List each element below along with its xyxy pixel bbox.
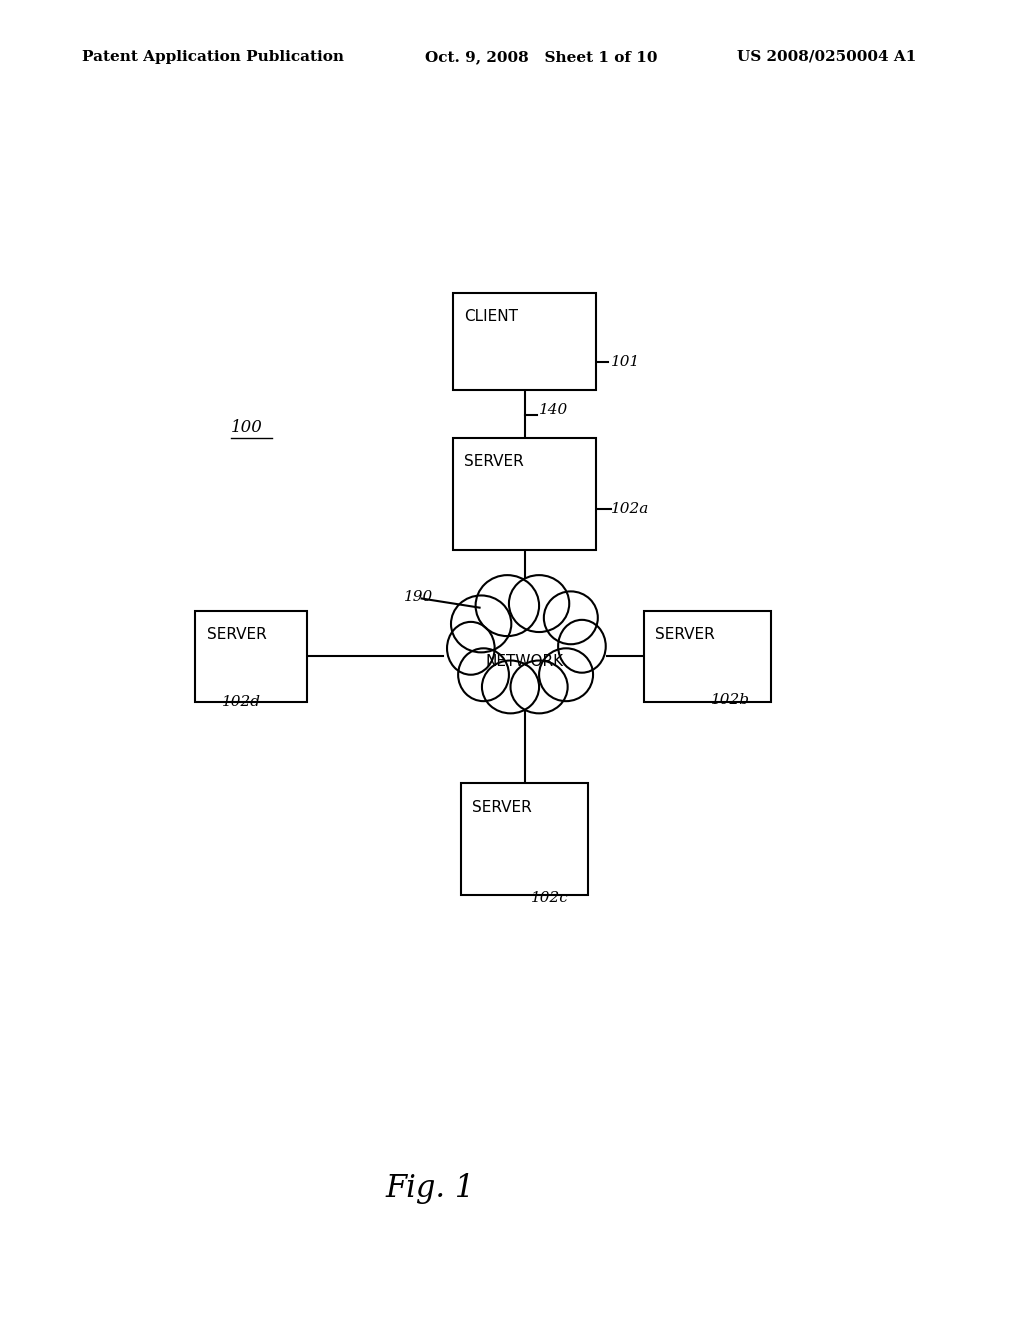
Text: SERVER: SERVER bbox=[655, 627, 715, 642]
Text: 102a: 102a bbox=[610, 502, 649, 516]
Ellipse shape bbox=[482, 660, 539, 713]
Ellipse shape bbox=[558, 620, 606, 673]
Ellipse shape bbox=[451, 595, 511, 652]
Ellipse shape bbox=[447, 622, 495, 675]
Text: 102b: 102b bbox=[712, 693, 751, 708]
Bar bbox=[454, 438, 596, 549]
Text: Oct. 9, 2008   Sheet 1 of 10: Oct. 9, 2008 Sheet 1 of 10 bbox=[425, 50, 657, 63]
Text: Fig. 1: Fig. 1 bbox=[385, 1172, 475, 1204]
Text: NETWORK: NETWORK bbox=[485, 653, 564, 669]
Text: 140: 140 bbox=[539, 404, 568, 417]
Ellipse shape bbox=[458, 648, 509, 701]
Ellipse shape bbox=[475, 576, 539, 636]
Ellipse shape bbox=[544, 591, 598, 644]
Bar bbox=[644, 611, 771, 702]
Bar bbox=[461, 784, 588, 895]
Bar bbox=[196, 611, 306, 702]
Text: CLIENT: CLIENT bbox=[465, 309, 518, 325]
Text: 100: 100 bbox=[231, 420, 263, 436]
Ellipse shape bbox=[539, 648, 593, 701]
Text: SERVER: SERVER bbox=[472, 800, 532, 814]
Text: 102d: 102d bbox=[221, 696, 261, 709]
Text: SERVER: SERVER bbox=[465, 454, 524, 469]
Text: Patent Application Publication: Patent Application Publication bbox=[82, 50, 344, 63]
Ellipse shape bbox=[511, 660, 567, 713]
Text: SERVER: SERVER bbox=[207, 627, 266, 642]
Ellipse shape bbox=[509, 576, 569, 632]
Text: 190: 190 bbox=[404, 590, 433, 605]
Text: 102c: 102c bbox=[531, 891, 569, 906]
Text: US 2008/0250004 A1: US 2008/0250004 A1 bbox=[737, 50, 916, 63]
Bar bbox=[454, 293, 596, 389]
Text: 101: 101 bbox=[610, 355, 640, 368]
